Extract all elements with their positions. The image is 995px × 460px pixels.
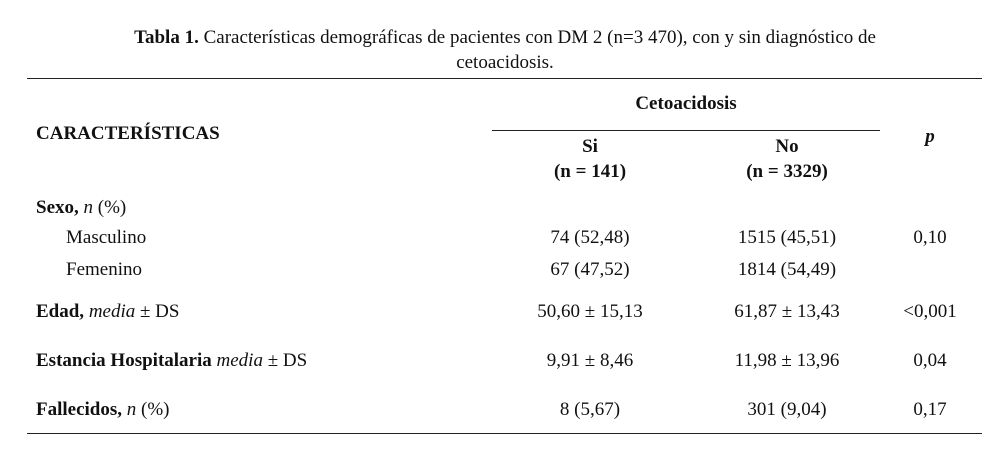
column-n: (n = 141) <box>553 161 627 182</box>
cell: 8 (5,67) <box>559 399 621 420</box>
label-part: n <box>126 399 137 420</box>
row-label: Edad, media ± DS <box>36 301 179 323</box>
cell: 9,91 ± 8,46 <box>546 350 634 371</box>
cell: 301 (9,04) <box>747 399 827 420</box>
row-label: Masculino <box>66 227 147 248</box>
characteristics-header: CARACTERÍSTICAS <box>36 123 220 144</box>
top-rule <box>27 78 982 79</box>
cell: 11,98 ± 13,96 <box>734 350 840 371</box>
caption-text: Características demográficas de paciente… <box>203 27 876 48</box>
label-part: Fallecidos, <box>36 399 123 420</box>
caption-label: Tabla 1. <box>134 27 199 48</box>
column-n: (n = 3329) <box>746 161 828 182</box>
label-part: (%) <box>97 197 127 218</box>
p-header: p <box>925 126 935 147</box>
label-part: ± DS <box>140 301 180 322</box>
label-part: Edad, <box>36 301 85 322</box>
label-part: Sexo, <box>36 197 79 218</box>
row-label: Fallecidos, n (%) <box>36 399 170 421</box>
label-part: (%) <box>141 399 170 420</box>
row-label: Sexo, n (%) <box>36 197 126 219</box>
row-label: Femenino <box>66 259 142 280</box>
label-part: Estancia Hospitalaria <box>36 350 212 371</box>
cell: 61,87 ± 13,43 <box>734 301 840 322</box>
group-rule <box>492 130 880 131</box>
cell: 0,17 <box>913 399 947 420</box>
cell: 67 (47,52) <box>550 259 630 280</box>
cell: 1515 (45,51) <box>737 227 837 248</box>
cell: 1814 (54,49) <box>737 259 837 280</box>
cell: 0,10 <box>913 227 947 248</box>
label-part: n <box>83 197 94 218</box>
label-part: media <box>216 350 263 371</box>
column-header: No <box>775 136 799 157</box>
label-part: ± DS <box>267 350 308 371</box>
column-header: Si <box>582 136 598 157</box>
cell: 50,60 ± 15,13 <box>537 301 643 322</box>
group-header: Cetoacidosis <box>635 93 737 114</box>
cell: <0,001 <box>903 301 957 322</box>
caption-text: cetoacidosis. <box>456 52 554 73</box>
cell: 74 (52,48) <box>550 227 630 248</box>
caption-line: Tabla 1. Características demográficas de… <box>134 27 876 49</box>
label-part: media <box>88 301 136 322</box>
bottom-rule <box>27 433 982 434</box>
cell: 0,04 <box>913 350 947 371</box>
row-label: Estancia Hospitalaria media ± DS <box>36 350 307 372</box>
